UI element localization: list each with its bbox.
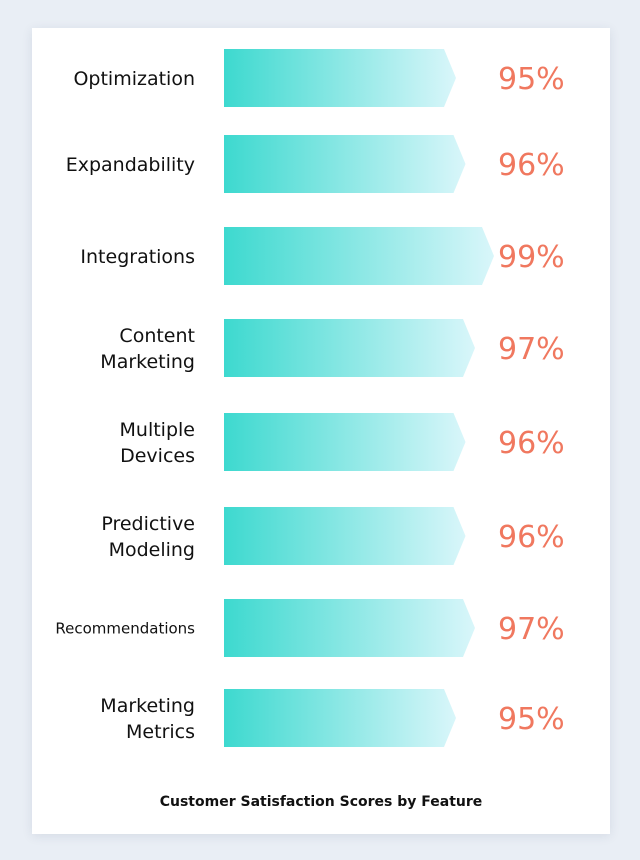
value-label: 97% — [498, 612, 565, 647]
value-label: 96% — [498, 148, 565, 183]
category-label: Predictive Modeling — [101, 513, 195, 561]
category-label: Content Marketing — [100, 325, 195, 373]
bar — [224, 319, 475, 377]
category-label: Recommendations — [55, 619, 195, 637]
chart-title: Customer Satisfaction Scores by Feature — [159, 794, 483, 810]
bar — [224, 599, 475, 657]
category-label: Marketing Metrics — [100, 695, 195, 743]
value-label: 99% — [498, 240, 565, 275]
value-label: 96% — [498, 426, 565, 461]
bar — [224, 507, 466, 565]
value-label: 97% — [498, 332, 565, 367]
category-label: Expandability — [66, 154, 195, 176]
category-label: Optimization — [73, 68, 195, 90]
bar-chart: Optimization 95% Expandability 96% Integrati… — [55, 49, 565, 747]
value-label: 95% — [498, 702, 565, 737]
bar — [224, 413, 466, 471]
bar — [224, 135, 466, 193]
bar — [224, 49, 456, 107]
category-label: Multiple Devices — [120, 419, 195, 467]
chart-card: Optimization 95% Expandability 96% Integrati… — [32, 28, 610, 834]
value-label: 95% — [498, 62, 565, 97]
bar — [224, 227, 494, 285]
category-label: Integrations — [80, 246, 195, 268]
bar — [224, 689, 456, 747]
value-label: 96% — [498, 520, 565, 555]
